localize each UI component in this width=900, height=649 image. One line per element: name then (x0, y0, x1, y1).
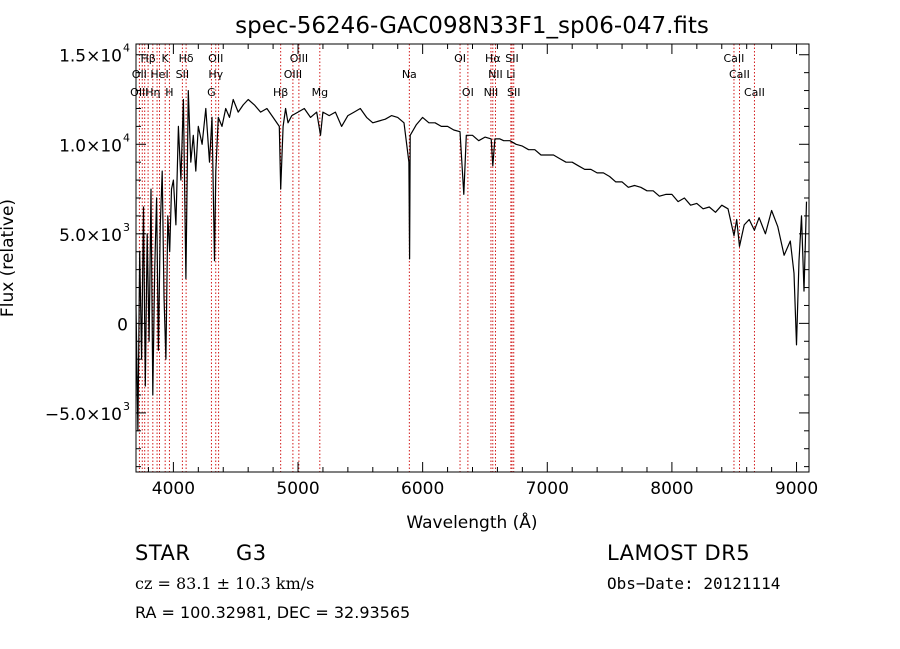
x-tick-label: 4000 (152, 479, 195, 499)
line-marker-label: Hβ (273, 86, 288, 99)
x-axis-ticks: 4000 5000 6000 7000 8000 9000 (147, 44, 818, 499)
x-axis-label: Wavelength (Å) (406, 511, 537, 533)
line-marker-label: K (162, 52, 170, 65)
y-tick-exponent: 4 (123, 42, 130, 55)
y-tick-exponent: 3 (123, 400, 130, 413)
line-marker-label: OII (208, 52, 223, 65)
line-marker-label: Hβ (140, 52, 155, 65)
line-marker-label: Hδ (179, 52, 194, 65)
observation-date: Obs−Date: 20121114 (607, 574, 781, 593)
line-marker-label: CaII (744, 86, 765, 99)
y-axis-label: Flux (relative) (0, 199, 18, 317)
spectral-subclass: G3 (236, 541, 267, 565)
spectrum-line (135, 90, 808, 432)
x-tick-label: 6000 (401, 479, 444, 499)
line-marker-label: Hα (485, 52, 501, 65)
y-tick-exponent: 3 (123, 221, 130, 234)
line-marker-label: OII (132, 68, 147, 81)
object-class: STAR (135, 541, 191, 565)
line-marker-label: G (207, 86, 216, 99)
line-marker-label: Na (402, 68, 417, 81)
y-tick-label: 5.0×10 (59, 226, 122, 246)
y-tick-label: 1.0×10 (59, 136, 122, 156)
x-tick-label: 5000 (276, 479, 319, 499)
line-marker-label: NII (484, 86, 499, 99)
coordinates: RA = 100.32981, DEC = 32.93565 (135, 603, 411, 622)
x-tick-label: 9000 (775, 479, 818, 499)
survey-name: LAMOST DR5 (607, 541, 751, 565)
line-marker-label: OIII (130, 86, 148, 99)
x-tick-label: 8000 (650, 479, 693, 499)
y-tick-label: 0 (117, 315, 128, 335)
chart-title: spec-56246-GAC098N33F1_sp06-047.fits (235, 13, 709, 39)
line-marker-label: OI (462, 86, 474, 99)
y-tick-exponent: 4 (123, 131, 130, 144)
line-marker-label: Hγ (208, 68, 223, 81)
line-marker-label: OIII (290, 52, 308, 65)
y-tick-label: −5.0×10 (45, 405, 122, 425)
line-marker-label: H (165, 86, 173, 99)
line-marker-label: Hη (145, 86, 160, 99)
line-marker-label: SII (176, 68, 189, 81)
line-marker-label: SII (507, 86, 520, 99)
line-marker-label: Li (506, 68, 515, 81)
line-marker-label: Mg (312, 86, 328, 99)
line-marker-label: SII (505, 52, 518, 65)
line-marker-label: CaII (724, 52, 745, 65)
line-marker-label: HeI (150, 68, 168, 81)
line-marker-label: NII (488, 68, 503, 81)
line-marker-label: CaII (729, 68, 750, 81)
y-tick-label: 1.5×10 (59, 47, 122, 67)
line-marker-label: OIII (284, 68, 302, 81)
redshift-velocity: cz = 83.1 ± 10.3 km/s (135, 574, 315, 593)
y-axis-ticks: 1.5×10 41.0×10 45.0×10 30−5.0×10 3 (45, 42, 809, 468)
x-tick-label: 7000 (526, 479, 569, 499)
line-marker-label: OI (454, 52, 466, 65)
